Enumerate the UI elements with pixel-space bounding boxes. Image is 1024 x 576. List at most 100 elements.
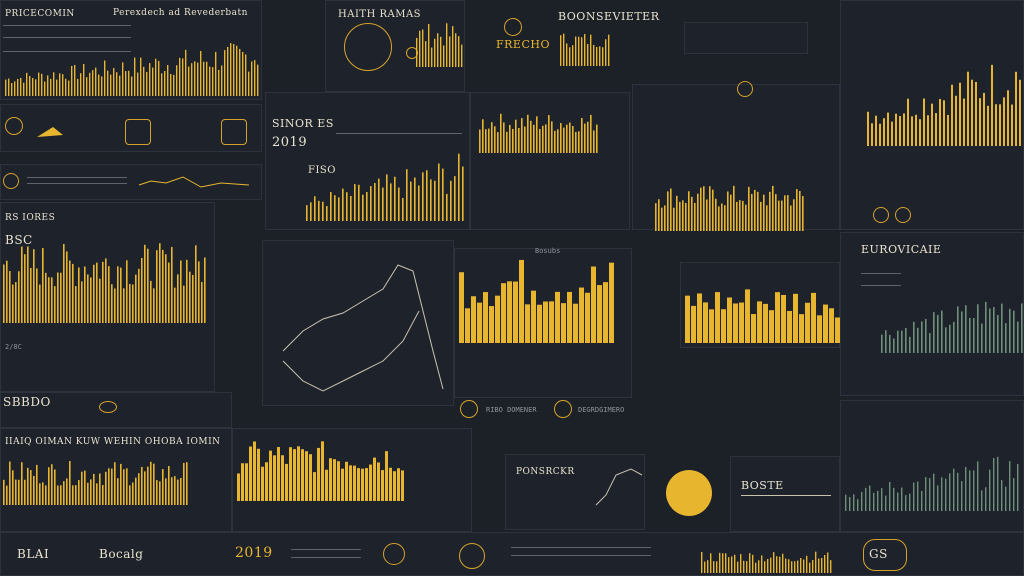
bar-mark	[357, 468, 360, 501]
bar-mark	[443, 45, 445, 67]
panel-green-line	[840, 400, 1024, 532]
bar-mark	[377, 462, 380, 501]
bar-mark	[47, 75, 49, 96]
divider	[3, 25, 131, 26]
bar-mark	[51, 277, 53, 323]
panel-center-main: SINOR ES 2019 FISO	[265, 92, 470, 230]
bar-mark	[425, 41, 427, 67]
bar-mark	[123, 469, 125, 505]
bar-mark	[119, 75, 121, 96]
bar-mark	[572, 45, 574, 66]
bar-mark	[1011, 104, 1013, 146]
line-chart	[138, 176, 250, 188]
bar-mark	[153, 288, 155, 323]
bar-mark	[913, 482, 915, 511]
panel-title: SINOR ES	[272, 117, 334, 130]
panel-badge: FRECHO	[496, 38, 550, 51]
bar-mark	[126, 468, 128, 505]
bar-mark	[87, 482, 89, 505]
bar-mark	[194, 61, 196, 96]
bar-mark	[575, 131, 577, 153]
footer-title: 2019	[235, 545, 273, 561]
bar-mark	[200, 51, 202, 96]
bar-mark	[937, 485, 939, 511]
bar-mark	[406, 169, 408, 221]
bar-mark	[721, 203, 723, 231]
bar-mark	[38, 72, 40, 96]
bar-mark	[75, 485, 77, 505]
bar-mark	[961, 311, 963, 353]
bar-mark	[177, 274, 179, 323]
bar-mark	[891, 121, 893, 146]
bar-mark	[123, 288, 125, 323]
bar-mark	[760, 201, 762, 231]
bar-mark	[454, 176, 456, 221]
bar-mark	[707, 560, 709, 573]
candlestick-chart	[306, 153, 464, 221]
bar-mark	[685, 295, 690, 343]
bar-mark	[715, 292, 720, 343]
bar-mark	[877, 490, 879, 511]
coin-icon	[3, 173, 19, 189]
bar-mark	[95, 67, 97, 96]
bar-mark	[9, 461, 11, 505]
bar-mark	[104, 60, 106, 96]
panel-bars-right	[632, 81, 840, 231]
bar-mark	[971, 79, 973, 146]
bar-mark	[24, 479, 26, 505]
bar-mark	[32, 77, 34, 96]
bar-mark	[1001, 303, 1003, 353]
bar-mark	[165, 478, 167, 505]
bar-mark	[575, 36, 577, 66]
bar-mark	[440, 36, 442, 67]
bar-mark	[537, 304, 542, 343]
bar-mark	[63, 481, 65, 505]
coin-icon	[383, 543, 405, 565]
bar-mark	[159, 481, 161, 505]
bar-mark	[144, 471, 146, 505]
bar-mark	[658, 199, 660, 231]
bar-mark	[951, 84, 953, 146]
bar-mark	[979, 98, 981, 146]
footer-title: Bocalg	[99, 547, 144, 561]
bar-mark	[933, 312, 935, 353]
bar-mark	[857, 499, 859, 511]
bar-mark	[608, 34, 610, 66]
bar-mark	[722, 553, 724, 573]
bar-mark	[373, 457, 376, 501]
bar-mark	[180, 260, 182, 323]
bar-mark	[907, 98, 909, 146]
bar-mark	[71, 65, 73, 96]
bar-mark	[195, 245, 197, 323]
bar-mark	[186, 259, 188, 323]
bar-mark	[1021, 303, 1023, 353]
bar-mark	[799, 191, 801, 231]
bar-mark	[428, 24, 430, 67]
bar-mark	[108, 266, 110, 323]
bar-mark	[947, 114, 949, 146]
bar-mark	[72, 263, 74, 323]
bar-mark	[27, 246, 29, 323]
bar-mark	[997, 314, 999, 353]
bar-mark	[830, 560, 832, 573]
bar-mark	[788, 559, 790, 573]
bar-mark	[1017, 463, 1019, 511]
bar-mark	[446, 193, 448, 221]
bar-mark	[905, 495, 907, 511]
bar-mark	[519, 259, 524, 343]
divider	[861, 285, 901, 286]
bar-mark	[721, 309, 726, 343]
bar-mark	[977, 304, 979, 353]
bar-mark	[102, 484, 104, 505]
bar-mark	[310, 202, 312, 221]
bar-mark	[69, 461, 71, 505]
bar-mark	[155, 58, 157, 96]
bar-mark	[273, 455, 276, 501]
bar-mark	[778, 200, 780, 231]
bar-mark	[156, 250, 158, 323]
bar-mark	[309, 454, 312, 501]
bar-mark	[518, 127, 520, 153]
bar-mark	[84, 470, 86, 505]
bar-mark	[973, 470, 975, 511]
bar-mark	[566, 43, 568, 66]
